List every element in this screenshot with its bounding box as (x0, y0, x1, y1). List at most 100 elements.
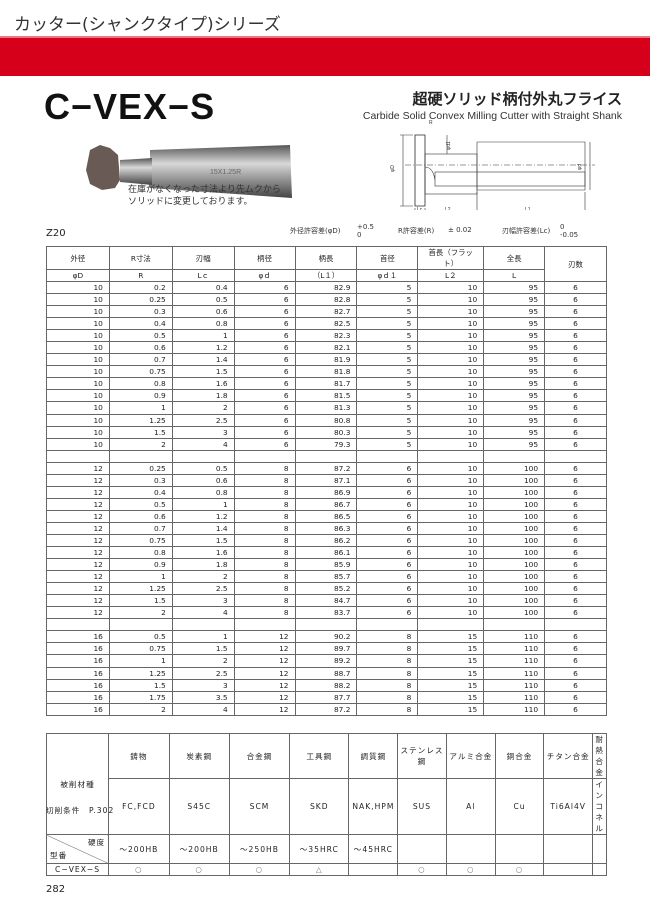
table-cell: 16 (46, 630, 110, 644)
table-cell: 95 (483, 341, 546, 355)
table-cell: 6 (233, 365, 296, 379)
table-cell: 1.8 (171, 389, 235, 403)
table-cell: 10 (417, 377, 485, 391)
table-cell: 6 (233, 329, 296, 343)
table-cell: 16 (46, 642, 110, 656)
tolerance-Lc-value: 0 -0.05 (560, 223, 579, 239)
table-cell (417, 618, 485, 632)
svg-text:R: R (429, 120, 433, 126)
table-cell: 8 (356, 690, 419, 704)
table-cell: 2.5 (171, 666, 235, 680)
table-cell: 12 (233, 630, 296, 644)
table-cell (233, 618, 296, 632)
table-row: 16 2 4 12 87.2 8 15 110 6 (46, 702, 607, 716)
table-cell: 12 (46, 533, 110, 548)
table-cell: 1.25 (108, 666, 173, 680)
table-cell: 6 (356, 461, 419, 475)
table-cell: 86.7 (294, 497, 358, 511)
table-cell: 6 (356, 594, 419, 608)
table-cell: 10 (417, 293, 485, 307)
table-cell: 6 (544, 341, 607, 355)
table-cell: 100 (483, 473, 546, 487)
table-cell: 10 (417, 329, 485, 343)
table-cell: 6 (544, 485, 607, 499)
column-header: 刃数 (544, 246, 607, 282)
table-cell: 10 (417, 521, 485, 535)
table-cell: 100 (483, 606, 546, 620)
table-cell: 0.4 (108, 485, 173, 499)
tolerance-D-label: 外径許容差(φD) (290, 227, 341, 235)
table-cell: 8 (233, 461, 296, 475)
table-cell: 81.8 (294, 365, 358, 379)
table-cell: 6 (544, 666, 607, 680)
column-header: R寸法 (108, 246, 173, 270)
table-cell: 6 (544, 533, 607, 548)
table-cell: 100 (483, 558, 546, 572)
svg-text:φD: φD (390, 165, 396, 172)
table-cell: 12 (46, 473, 110, 487)
table-cell: 8 (233, 485, 296, 499)
suitability-mark: ○ (495, 863, 544, 876)
table-cell: 1 (108, 401, 173, 415)
table-cell: 100 (483, 521, 546, 535)
column-symbol: Lｃ (171, 269, 235, 282)
material-grade: FC,FCD (108, 778, 170, 835)
table-cell: 6 (233, 413, 296, 427)
table-cell: 1.25 (108, 582, 173, 596)
table-cell: 0.6 (108, 509, 173, 523)
material-table: 被削材種 鋳物 炭素鋼 合金鋼 工具鋼 調質鋼 ステンレス鋼 アルミ合金 銅合金 チタン合金 耐熱合… (45, 733, 607, 876)
material-name: ステンレス鋼 (397, 733, 447, 779)
table-cell: 12 (46, 570, 110, 584)
table-cell: 110 (483, 690, 546, 704)
table-cell: 110 (483, 702, 546, 716)
material-grade: SUS (397, 778, 447, 835)
table-cell: 6 (544, 654, 607, 668)
table-cell: 10 (417, 353, 485, 367)
table-cell: 6 (544, 546, 607, 560)
table-row: 12 1 2 8 85.7 6 10 100 6 (46, 570, 607, 584)
table-cell: 84.7 (294, 594, 358, 608)
table-cell: 10 (46, 401, 110, 415)
table-cell: 1 (171, 630, 235, 644)
table-cell: 100 (483, 509, 546, 523)
table-row: 10 1.25 2.5 6 80.8 5 10 95 6 (46, 413, 607, 427)
table-cell: 100 (483, 594, 546, 608)
table-cell: 6 (356, 558, 419, 572)
hardness-model-corner: 硬度 型番 (45, 834, 110, 864)
table-cell: 6 (356, 533, 419, 548)
table-cell: 0.5 (108, 329, 173, 343)
column-header: 首長（フラット） (417, 246, 485, 270)
column-symbol: （L１） (294, 269, 358, 282)
table-cell: 6 (544, 570, 607, 584)
table-row: 16 1.25 2.5 12 88.7 8 15 110 6 (46, 666, 607, 680)
table-cell (294, 618, 358, 632)
table-cell: 6 (233, 401, 296, 415)
table-cell: 82.1 (294, 341, 358, 355)
table-cell: 1.2 (171, 341, 235, 355)
header-row-jp: 外径 R寸法 刃幅 柄径 柄長 首径 首長（フラット） 全長 刃数 (46, 246, 607, 282)
table-cell: 8 (233, 521, 296, 535)
table-cell: 2 (171, 654, 235, 668)
table-cell: 10 (417, 341, 485, 355)
table-cell: 1 (171, 329, 235, 343)
table-cell: 81.7 (294, 377, 358, 391)
table-cell: 6 (544, 437, 607, 451)
table-cell: 12 (46, 546, 110, 560)
suitability-mark (542, 863, 594, 876)
material-name: 耐熱合金 (592, 733, 607, 779)
table-cell: 0.7 (108, 353, 173, 367)
table-cell: 12 (46, 509, 110, 523)
table-cell: 5 (356, 341, 419, 355)
table-cell: 10 (46, 293, 110, 307)
table-row: 10 0.25 0.5 6 82.8 5 10 95 6 (46, 293, 607, 307)
suitability-mark: ○ (168, 863, 230, 876)
table-cell: 6 (544, 329, 607, 343)
table-cell: 6 (544, 582, 607, 596)
table-cell: 6 (544, 461, 607, 475)
table-cell: 8 (356, 642, 419, 656)
column-header: 首径 (356, 246, 419, 270)
table-cell: 87.1 (294, 473, 358, 487)
hardness-value: ～200HB (108, 834, 170, 864)
table-cell: 100 (483, 582, 546, 596)
table-cell: 10 (46, 389, 110, 403)
